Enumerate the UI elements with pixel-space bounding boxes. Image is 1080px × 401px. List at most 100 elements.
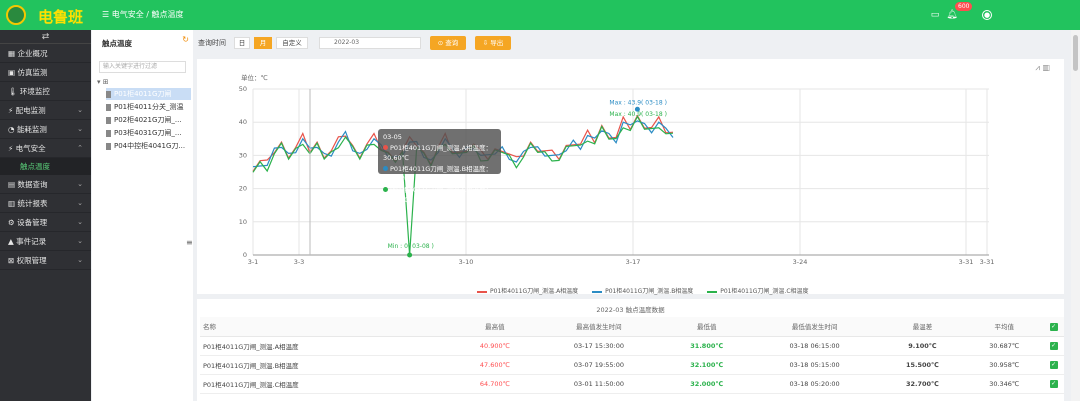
user-avatar-icon[interactable]: ● [982, 10, 992, 20]
table-title: 2022-03 触点温度数据 [596, 306, 665, 314]
sidebar-subitem-active[interactable]: 触点温度 [0, 158, 91, 175]
temperature-table: 名称 最高值 最高值发生时间 最低值 最低值发生时间 最温差 平均值 ✓ P01柜4011G刀… [200, 317, 1064, 394]
breadcrumb: ☰ 电气安全 / 触点温度 [102, 10, 184, 19]
mode-custom-button[interactable]: 自定义 [276, 37, 308, 49]
temperature-chart[interactable]: 0 10 20 30 40 50 3-1 3-3 3-10 3-17 3-24 3-31 3-31 Min… [197, 59, 1064, 294]
grid-icon: ▦ [8, 49, 18, 58]
scrollbar-thumb[interactable] [1073, 35, 1078, 71]
column-header: 最低值 [664, 317, 750, 337]
sidebar-item-7[interactable]: ▥ 统计报表 ⌄ [0, 194, 91, 213]
tree-node-label: P01柜4011分关_测温 [114, 103, 184, 111]
panel-collapse-icon[interactable]: ≡ [186, 238, 193, 247]
sidebar-item-label: 配电监测 [15, 106, 46, 115]
meter-icon: ◔ [8, 125, 17, 134]
table-cell: 32.700℃ [879, 374, 966, 394]
thermometer-icon: 🌡︎ [8, 87, 20, 96]
lock-icon: ⊠ [8, 256, 17, 265]
column-header: 最温差 [879, 317, 966, 337]
export-button-label: 导出 [490, 39, 504, 47]
sidebar-item-2[interactable]: 🌡︎ 环境监控 [0, 82, 91, 101]
legend-item-b[interactable]: P01柜4011G刀闸_测温.B相温度 [592, 286, 693, 295]
table-cell: 15.500℃ [879, 355, 966, 375]
chevron-icon: ⌃ [77, 144, 83, 152]
device-tree-panel: 触点温度 ↻ 输入关键字进行过滤 ▾ ⊞ P01柜4011G刀闸 P01柜4011… [92, 30, 193, 401]
sidebar-item-10[interactable]: ⊠ 权限管理 ⌄ [0, 251, 91, 270]
sidebar-toggle-icon[interactable]: ⇄ [0, 30, 91, 44]
y-tick-label: 30 [239, 151, 247, 159]
tree-root-icon[interactable]: ▾ ⊞ [97, 78, 109, 86]
sidebar-item-6[interactable]: ▤ 数据查询 ⌄ [0, 175, 91, 194]
mode-month-button[interactable]: 月 [254, 37, 272, 49]
tree-node[interactable]: P02柜4021G刀闸_... [106, 114, 191, 126]
row-checkbox[interactable]: ✓ [1049, 380, 1058, 388]
min-label: Min : 0( 03-08 ) [388, 243, 434, 250]
tree-title: 触点温度 [102, 39, 132, 48]
bar-chart-toggle-icon[interactable]: ▥ [1042, 63, 1050, 72]
legend-item-a[interactable]: P01柜4011G刀闸_测温.A相温度 [477, 286, 578, 295]
sidebar-item-label: 权限管理 [16, 256, 47, 265]
brand-logo [6, 5, 26, 25]
table-cell: 30.958℃ [965, 355, 1044, 375]
chart-tooltip: 03-05 P01柜4011G刀闸_测温.A相温度：30.60℃ P01柜401… [378, 129, 501, 204]
tooltip-row: P01柜4011G刀闸_测温.B相温度：31.00℃ [383, 164, 496, 185]
chevron-icon: ⌄ [77, 237, 83, 245]
legend-item-c[interactable]: P01柜4011G刀闸_测温.C相温度 [707, 286, 809, 295]
tree-node[interactable]: P04中控柜4041G刀... [106, 140, 191, 152]
chevron-icon: ⌄ [77, 256, 83, 264]
max-label: Max : 40.9( 03-18 ) [609, 111, 667, 118]
tree-node[interactable]: P01柜4011G刀闸 [106, 88, 191, 100]
table-cell: 03-18 05:15:00 [749, 355, 880, 375]
tree-node-label: P01柜4011G刀闸 [114, 90, 172, 98]
sidebar-item-0[interactable]: ▦ 企业概况 [0, 44, 91, 63]
export-button[interactable]: ⇩ 导出 [475, 36, 511, 50]
breadcrumb-item-1[interactable]: 电气安全 [111, 10, 144, 19]
chart-panel: ⩘ ▥ 单位：℃ 0 10 20 30 40 50 3-1 3-3 3-10 3-17 3-24 3-… [197, 59, 1064, 295]
sidebar-item-3[interactable]: ⚡︎ 配电监测 ⌄ [0, 101, 91, 120]
report-icon: ▥ [8, 199, 18, 208]
table-cell: P01柜4011G刀闸_测温.A相温度 [200, 336, 456, 356]
tooltip-row: P01柜4011G刀闸_测温.A相温度：30.60℃ [383, 143, 496, 164]
date-picker-input[interactable]: 2022-03 [319, 37, 421, 49]
y-tick-label: 10 [239, 218, 247, 226]
sidebar-item-label: 数据查询 [17, 180, 48, 189]
file-icon [106, 116, 111, 124]
sidebar-item-8[interactable]: ⚙︎ 设备管理 ⌄ [0, 213, 91, 232]
max-point [634, 106, 640, 112]
sidebar-item-4[interactable]: ◔ 能耗监测 ⌄ [0, 120, 91, 139]
monitor-icon[interactable]: ▭ [930, 10, 940, 20]
sidebar-item-1[interactable]: ▣ 仿真监测 [0, 63, 91, 82]
tooltip-date: 03-05 [383, 133, 402, 141]
chart-legend: P01柜4011G刀闸_测温.A相温度 P01柜4011G刀闸_测温.B相温度 … [477, 286, 821, 295]
chevron-icon: ⌄ [77, 125, 83, 133]
tooltip-row-a: P01柜4011G刀闸_测温.A相温度：30.60℃ [383, 143, 493, 163]
sidebar-item-label: 统计报表 [17, 199, 48, 208]
column-header: 最低值发生时间 [749, 317, 880, 337]
column-header: 最高值 [455, 317, 534, 337]
tree-node[interactable]: P03柜4031G刀闸_... [106, 127, 191, 139]
tooltip-row-b: P01柜4011G刀闸_测温.B相温度：31.00℃ [383, 164, 493, 184]
sidebar-item-9[interactable]: ▲ 事件记录 ⌄ [0, 232, 91, 251]
tree-node[interactable]: P01柜4011分关_测温 [106, 101, 191, 113]
mode-day-button[interactable]: 日 [234, 37, 250, 49]
refresh-icon[interactable]: ↻ [182, 35, 189, 44]
scrollbar-track[interactable] [1071, 30, 1080, 401]
column-header: 名称 [200, 317, 456, 337]
row-checkbox[interactable]: ✓ [1049, 361, 1058, 369]
bell-icon[interactable]: 🔔︎ [946, 10, 958, 20]
tree-search-input[interactable]: 输入关键字进行过滤 [99, 61, 186, 73]
line-chart-toggle-icon[interactable]: ⩘ [1035, 63, 1040, 72]
tooltip-row: P01柜4011G刀闸_测温.C相温度：30.30℃ [383, 185, 496, 206]
sidebar-item-5[interactable]: ⚡︎ 电气安全 ⌃ [0, 139, 91, 158]
table-cell: 40.900℃ [455, 336, 534, 356]
x-tick-label: 3-24 [793, 258, 808, 266]
menu-icon[interactable]: ☰ [102, 10, 110, 19]
x-tick-label: 3-3 [294, 258, 305, 266]
table-row: P01柜4011G刀闸_测温.B相温度 47.600℃ 03-07 19:55:00… [200, 355, 1064, 375]
file-icon [106, 103, 111, 111]
table-cell: 31.800℃ [664, 336, 750, 356]
table-row: P01柜4011G刀闸_测温.C相温度 64.700℃ 03-01 11:50:00… [200, 374, 1064, 394]
table-cell: P01柜4011G刀闸_测温.C相温度 [200, 374, 456, 394]
query-button[interactable]: ⊙ 查询 [430, 36, 466, 50]
select-all-checkbox[interactable]: ✓ [1049, 322, 1058, 331]
row-checkbox[interactable]: ✓ [1049, 342, 1058, 350]
